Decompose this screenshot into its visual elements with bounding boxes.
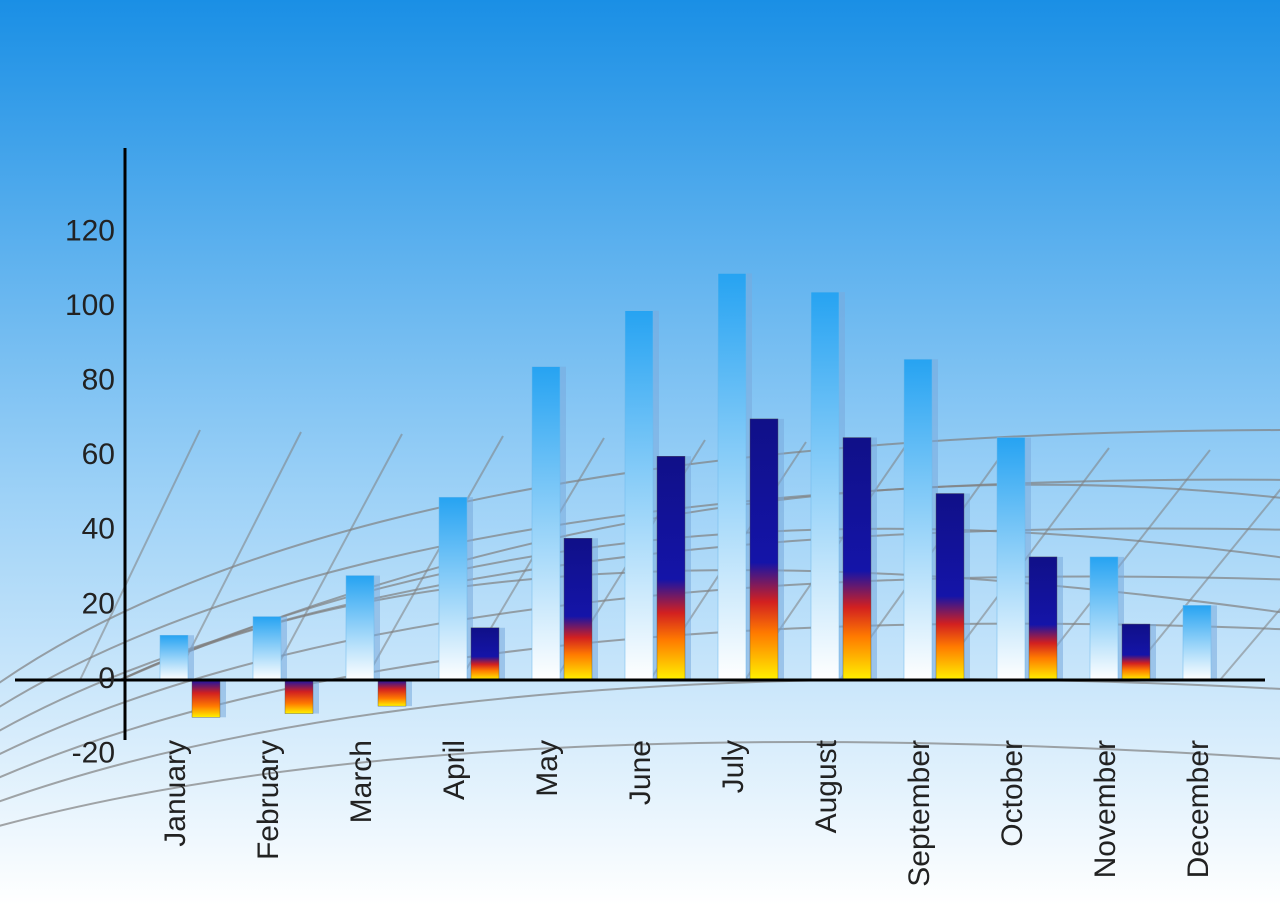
bar-series2 [843, 438, 871, 680]
x-tick-label: January [159, 740, 192, 847]
x-tick-label: May [531, 740, 564, 797]
x-tick-label: July [717, 740, 750, 793]
bar-series1 [253, 617, 281, 680]
y-tick-label: 120 [65, 214, 115, 247]
bar-series2 [750, 419, 778, 680]
x-tick-label: November [1089, 740, 1122, 878]
bar-series2 [471, 628, 499, 680]
x-tick-label: June [624, 740, 657, 805]
bar-series2 [285, 680, 313, 714]
bar-series1 [1183, 605, 1211, 680]
bar-series1 [997, 438, 1025, 680]
bar-series1 [811, 292, 839, 680]
x-tick-label: December [1182, 740, 1215, 878]
bar-series2 [1029, 557, 1057, 680]
bar-series2 [657, 456, 685, 680]
bar-series1 [532, 367, 560, 680]
bar-series1 [904, 359, 932, 680]
y-tick-label: 100 [65, 289, 115, 322]
bar-series1 [1090, 557, 1118, 680]
bar-series1 [439, 497, 467, 680]
x-tick-label: September [903, 740, 936, 887]
bar-series2 [378, 680, 406, 706]
bar-series1 [346, 576, 374, 680]
x-tick-label: April [438, 740, 471, 800]
bar-series2 [936, 494, 964, 681]
y-tick-label: 60 [82, 438, 115, 471]
bar-series1 [625, 311, 653, 680]
bar-series2 [564, 538, 592, 680]
x-tick-label: August [810, 739, 843, 833]
x-tick-label: March [345, 740, 378, 823]
y-tick-label: 20 [82, 587, 115, 620]
bar-series2 [192, 680, 220, 717]
x-tick-label: February [252, 740, 285, 860]
y-tick-label: 0 [98, 662, 115, 695]
monthly-bar-chart: -20 0 20 40 60 80 100 120 January February March A… [0, 0, 1280, 905]
bar-series2 [1122, 624, 1150, 680]
x-tick-label: October [996, 740, 1029, 847]
chart-container: -20 0 20 40 60 80 100 120 January February March A… [0, 0, 1280, 905]
y-tick-label: 40 [82, 513, 115, 546]
bar-series1 [160, 635, 188, 680]
y-tick-label: -20 [72, 737, 115, 770]
y-tick-label: 80 [82, 364, 115, 397]
bar-series1 [718, 273, 746, 680]
